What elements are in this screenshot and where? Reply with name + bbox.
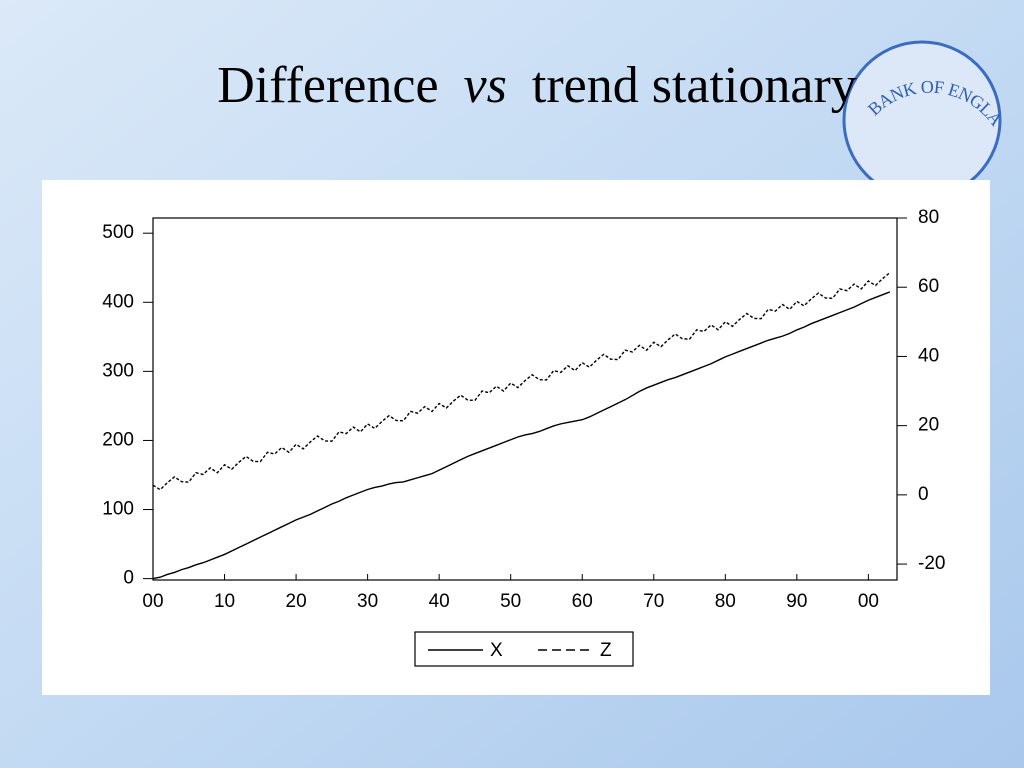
legend-box — [414, 631, 634, 667]
y-tick-label: 100 — [102, 499, 134, 520]
x-tick-label: 40 — [429, 591, 450, 612]
plot-frame — [152, 217, 898, 581]
x-tick-label: 90 — [786, 591, 807, 612]
x-tick-label: 00 — [858, 591, 879, 612]
y-tick-label: 200 — [102, 429, 134, 450]
title-part: vs — [464, 57, 507, 114]
y2-tick-label: 40 — [918, 345, 939, 366]
series-line — [152, 272, 891, 491]
logo — [842, 40, 1002, 200]
x-tick-label: 70 — [643, 591, 664, 612]
y-tick-label: 400 — [102, 291, 134, 312]
series-line — [152, 291, 891, 580]
y-tick-label: 300 — [102, 360, 134, 381]
y2-tick-label: 0 — [918, 484, 929, 505]
title-part: trend stationary — [532, 57, 857, 114]
y2-tick-label: 80 — [918, 207, 939, 228]
y-tick-label: 0 — [123, 568, 134, 589]
y2-tick-label: 60 — [918, 276, 939, 297]
slide-title: Difference vs trend stationary — [217, 57, 857, 114]
legend-label: Z — [600, 640, 612, 661]
legend-label: X — [490, 640, 503, 661]
x-tick-label: 00 — [142, 591, 163, 612]
y2-tick-label: -20 — [918, 553, 945, 574]
x-tick-label: 60 — [572, 591, 593, 612]
x-tick-label: 20 — [286, 591, 307, 612]
y2-tick-label: 20 — [918, 415, 939, 436]
x-tick-label: 30 — [357, 591, 378, 612]
title-part: Difference — [217, 57, 438, 114]
x-tick-label: 80 — [715, 591, 736, 612]
x-tick-label: 50 — [500, 591, 521, 612]
x-tick-label: 10 — [214, 591, 235, 612]
y-tick-label: 500 — [102, 222, 134, 243]
